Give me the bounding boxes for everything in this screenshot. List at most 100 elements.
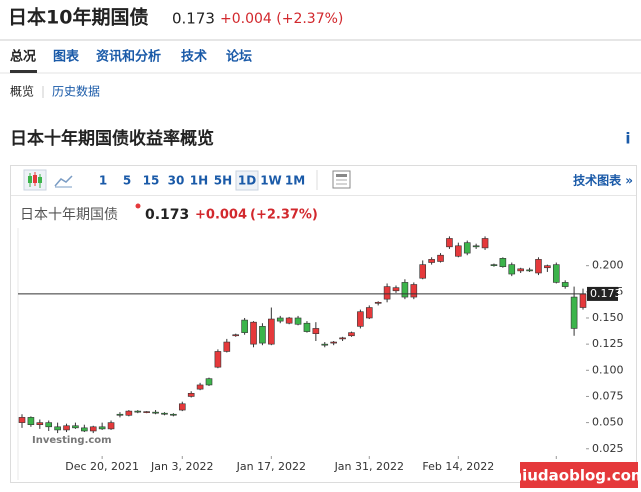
interval-button[interactable]: 1H — [190, 174, 208, 188]
site-watermark-bg — [520, 462, 638, 488]
x-tick-label: Dec 20, 2021 — [65, 460, 139, 473]
candle-body — [143, 411, 150, 413]
candle-body — [27, 417, 35, 426]
site-watermark: niudaoblog.com — [511, 467, 641, 485]
candle-body — [517, 268, 524, 272]
y-tick-label: 0.200 — [592, 259, 624, 272]
candle-body — [36, 422, 44, 426]
candle-body — [437, 254, 444, 262]
candle-body — [579, 293, 587, 308]
sub-tab[interactable]: 概览 — [10, 84, 34, 99]
candle-body — [499, 258, 507, 268]
chart-watermark: Investing.com — [32, 435, 112, 446]
candle-body — [303, 322, 311, 332]
interval-button[interactable]: 30 — [168, 174, 185, 188]
y-tick-label: 0.150 — [592, 311, 624, 324]
interval-button[interactable]: 5 — [123, 174, 131, 188]
chart-legend-change: +0.004 — [195, 208, 247, 223]
candle-body — [401, 282, 409, 298]
candle-body — [463, 242, 471, 254]
candle-body — [561, 282, 569, 287]
y-tick-label: 0.050 — [592, 416, 624, 429]
candle-body — [508, 264, 516, 275]
candle-body — [374, 301, 382, 304]
candle-body — [72, 425, 79, 429]
candle-body — [535, 259, 542, 274]
candle-body — [419, 264, 427, 279]
instrument-title: 日本10年期国债 — [8, 6, 148, 29]
active-tab-underline — [10, 70, 37, 73]
candle-body — [276, 317, 284, 322]
candle-body — [348, 332, 355, 337]
candle-body — [490, 264, 498, 266]
candle-body — [392, 287, 400, 292]
x-tick-label: Jan 31, 2022 — [334, 460, 404, 473]
candle-body — [232, 334, 240, 337]
candle-body — [134, 410, 142, 413]
sub-tab[interactable]: 历史数据 — [52, 84, 100, 99]
candle-body — [446, 238, 453, 248]
x-tick-label: Jan 17, 2022 — [236, 460, 306, 473]
candle-body — [54, 426, 61, 431]
nav-tab[interactable]: 图表 — [53, 49, 80, 65]
price-change: +0.004 (+2.37%) — [220, 11, 343, 27]
y-tick-label: 0.075 — [592, 389, 624, 402]
candle-body — [312, 328, 320, 334]
interval-button[interactable]: 1 — [99, 174, 107, 188]
section-title: 日本十年期国债收益率概览 — [10, 128, 214, 149]
chart-frame — [10, 165, 637, 483]
candle-body — [63, 425, 70, 431]
x-tick-label: Feb 14, 2022 — [422, 460, 494, 473]
candle-body — [241, 319, 248, 333]
settings-icon[interactable] — [332, 170, 351, 189]
candle-body — [294, 317, 302, 325]
header-divider — [0, 39, 641, 41]
line-icon[interactable] — [54, 175, 73, 188]
current-price-tag — [587, 286, 618, 301]
candle-body — [18, 417, 26, 423]
interval-button[interactable]: 5H — [214, 174, 232, 188]
candle-body — [196, 384, 204, 390]
y-tick-label: 0.025 — [592, 442, 624, 455]
candle-body — [481, 238, 489, 249]
candle-body — [383, 286, 391, 300]
candle-body — [98, 426, 106, 430]
x-tick-label: Jan 3, 2022 — [150, 460, 213, 473]
nav-tab[interactable]: 论坛 — [226, 49, 252, 65]
candle-body — [81, 427, 88, 432]
candle-body — [455, 245, 462, 257]
candle-body — [45, 422, 53, 428]
candle-body — [89, 426, 97, 432]
tech-chart-link[interactable]: 技术图表 » — [573, 173, 633, 188]
candle-body — [357, 311, 364, 327]
interval-button[interactable]: 1D — [238, 174, 256, 188]
candle-body — [223, 341, 231, 352]
candle-body — [178, 403, 186, 411]
candle-body — [250, 321, 257, 345]
current-price-label: 0.173 — [590, 287, 622, 300]
candle-body — [285, 317, 293, 324]
chart-legend-pct: (+2.37%) — [250, 208, 318, 223]
chart-legend-last: 0.173 — [145, 207, 189, 223]
candle-body — [125, 410, 133, 416]
interval-button[interactable]: 15 — [143, 174, 160, 188]
interval-button[interactable]: 1W — [260, 174, 282, 188]
nav-tab[interactable]: 总况 — [10, 49, 36, 65]
nav-tab[interactable]: 资讯和分析 — [96, 49, 161, 65]
candle-body — [472, 245, 480, 248]
candle-body — [365, 307, 373, 319]
candle-body — [152, 411, 159, 414]
y-tick-label: 0.100 — [592, 363, 624, 376]
y-tick-label: 0.125 — [592, 337, 624, 350]
candle-body — [205, 378, 213, 386]
price: 0.173 — [172, 10, 215, 28]
active-interval-box — [235, 170, 259, 191]
info-icon[interactable]: i — [625, 130, 630, 148]
nav-tab[interactable]: 技术 — [181, 49, 207, 65]
candle-body — [428, 259, 435, 263]
candle-body — [214, 351, 222, 368]
candle-icon[interactable] — [23, 169, 47, 191]
interval-button[interactable]: 1M — [285, 174, 305, 188]
